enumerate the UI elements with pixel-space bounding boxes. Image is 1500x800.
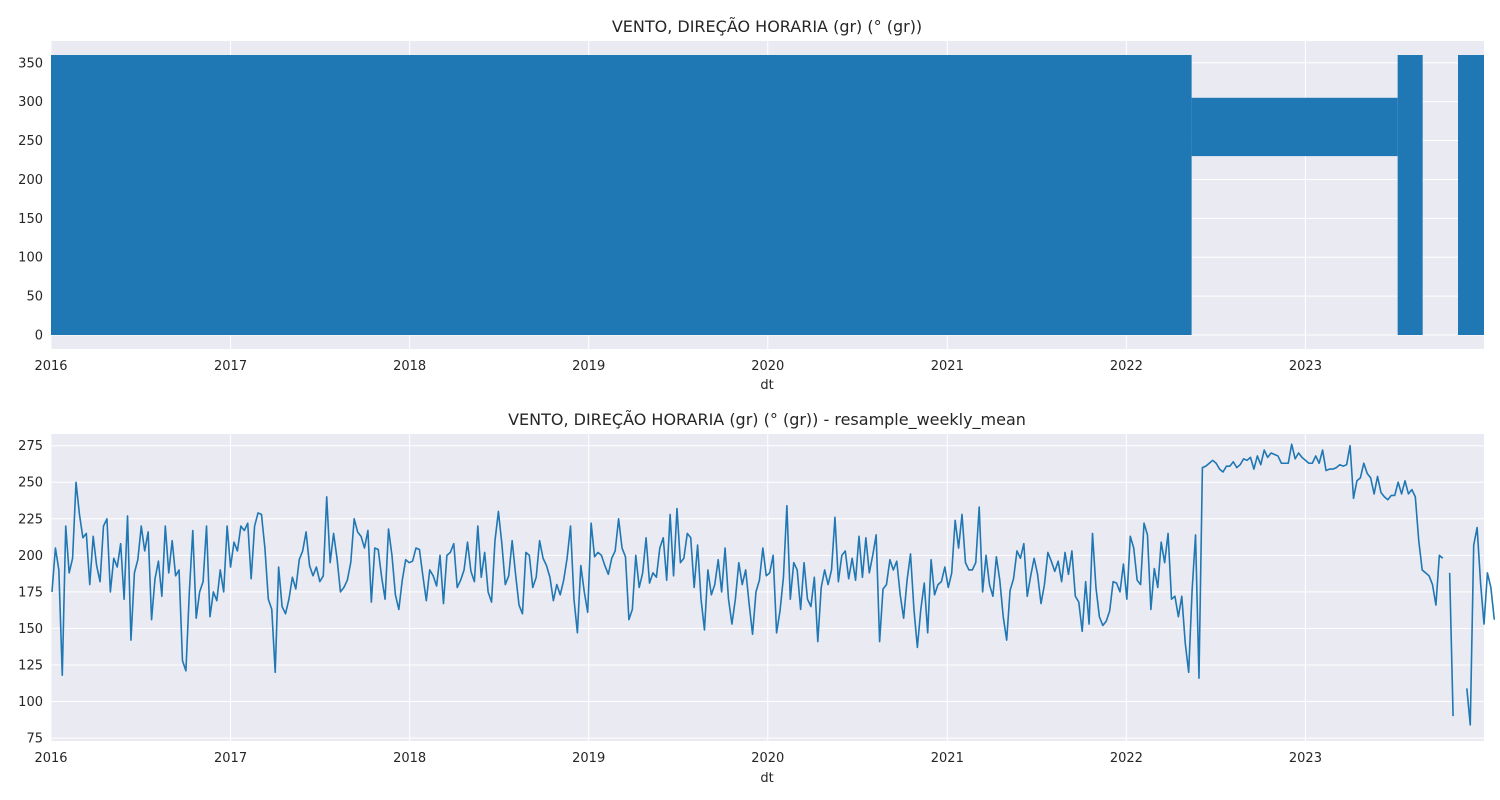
y-tick-label: 150 <box>18 212 43 227</box>
y-tick-label: 250 <box>18 476 43 491</box>
y-tick-label: 125 <box>18 658 43 673</box>
series-band <box>1191 97 1398 157</box>
y-tick-label: 100 <box>18 251 43 266</box>
x-tick-label: 2022 <box>1110 359 1143 374</box>
series-layer <box>51 55 1484 335</box>
chart-title: VENTO, DIREÇÃO HORARIA (gr) (° (gr)) - r… <box>508 410 1026 430</box>
y-tick-labels: 0 50 100 150 200 250 300 350 <box>18 56 43 343</box>
y-tick-label: 200 <box>18 549 43 564</box>
series-band <box>51 55 1192 335</box>
y-tick-label: 200 <box>18 173 43 188</box>
x-tick-label: 2022 <box>1110 751 1143 766</box>
series-band <box>1397 55 1423 335</box>
y-tick-label: 50 <box>26 290 43 305</box>
x-tick-label: 2016 <box>34 359 67 374</box>
x-tick-label: 2019 <box>572 751 605 766</box>
x-tick-label: 2019 <box>572 359 605 374</box>
y-tick-label: 300 <box>18 95 43 110</box>
y-tick-labels: 75 100 125 150 175 200 225 250 275 <box>18 439 43 746</box>
series-line <box>51 443 1496 726</box>
x-axis-label: dt <box>760 378 773 393</box>
x-tick-label: 2018 <box>393 359 426 374</box>
x-tick-label: 2017 <box>214 751 247 766</box>
series-band <box>1457 55 1484 335</box>
y-tick-label: 100 <box>18 695 43 710</box>
x-axis-label: dt <box>760 771 773 786</box>
y-tick-label: 175 <box>18 585 43 600</box>
y-tick-label: 250 <box>18 134 43 149</box>
y-tick-label: 275 <box>18 439 43 454</box>
y-tick-label: 150 <box>18 622 43 637</box>
x-tick-label: 2017 <box>214 359 247 374</box>
x-tick-label: 2023 <box>1289 359 1322 374</box>
x-tick-labels: 2016 2017 2018 2019 2020 2021 2022 2023 <box>34 359 1322 374</box>
x-tick-label: 2020 <box>751 751 784 766</box>
x-tick-label: 2020 <box>751 359 784 374</box>
series-layer <box>51 443 1496 726</box>
x-tick-labels: 2016 2017 2018 2019 2020 2021 2022 2023 <box>34 751 1322 766</box>
x-tick-label: 2021 <box>931 359 964 374</box>
y-tick-label: 75 <box>26 732 43 747</box>
x-tick-label: 2016 <box>34 751 67 766</box>
y-tick-label: 350 <box>18 56 43 71</box>
x-tick-label: 2018 <box>393 751 426 766</box>
y-tick-label: 0 <box>35 329 43 344</box>
chart-title: VENTO, DIREÇÃO HORARIA (gr) (° (gr)) <box>612 17 922 36</box>
x-tick-label: 2023 <box>1289 751 1322 766</box>
y-tick-label: 225 <box>18 512 43 527</box>
x-tick-label: 2021 <box>931 751 964 766</box>
